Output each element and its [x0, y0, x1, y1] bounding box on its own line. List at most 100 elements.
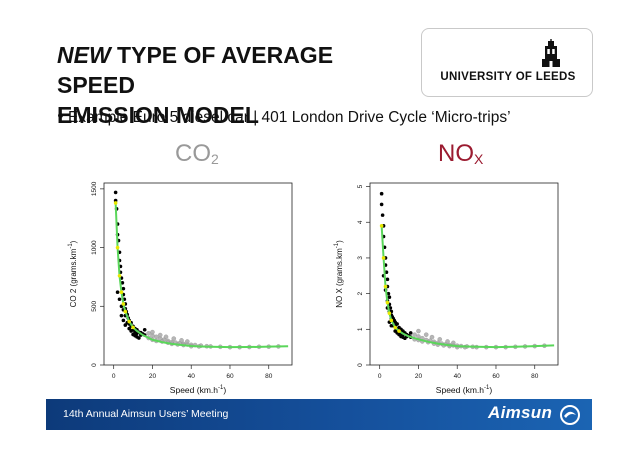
nox-x-axis-label: Speed (km.h-1) [436, 385, 493, 395]
nox-low-speed-fit-point [385, 300, 390, 305]
nox-x-tick-label: 0 [378, 373, 382, 380]
co2-low-speed-fit-point [131, 325, 135, 330]
co2-chart-svg: 0 20 40 60 80 0 500 1000 1500 Speed (km.h-1) CO 2 … [68, 181, 293, 395]
bullet-text: Example Euro 5 diesel car | 401 London D… [68, 109, 511, 126]
nox-fit-line [380, 225, 555, 349]
co2-fit-line [114, 202, 289, 349]
co2-data-point [121, 286, 126, 291]
nox-y-tick-label: 2 [357, 291, 364, 295]
nox-data-point [380, 213, 385, 217]
bullet-dot-icon [58, 113, 63, 119]
co2-data-point [115, 290, 120, 294]
co2-data-point [185, 339, 190, 344]
co2-low-speed-fit-point [113, 201, 118, 205]
nox-low-speed-fit-point [381, 256, 386, 260]
co2-y-tick-label: 500 [91, 300, 98, 311]
title-line-1-rest: TYPE OF AVERAGE SPEED [57, 42, 334, 98]
university-name: UNIVERSITY OF LEEDS [440, 71, 576, 83]
co2-data-point [163, 334, 169, 340]
nox-panel-label: NOX [438, 141, 483, 169]
co2-x-tick-label: 40 [188, 373, 196, 380]
nox-data-point [389, 323, 394, 328]
co2-panel-label: CO2 [175, 141, 219, 169]
nox-low-speed-fit-point [383, 284, 388, 289]
nox-data-point [379, 202, 384, 207]
co2-data-point [146, 331, 151, 336]
nox-low-speed-fit-point [397, 329, 401, 333]
co2-low-speed-fit-point [127, 319, 131, 324]
co2-low-speed-fit-point [117, 273, 122, 278]
nox-y-tick-label: 1 [357, 327, 364, 331]
nox-label-main: NO [438, 140, 474, 167]
nox-scatter-plot: 0 20 40 60 80 0 1 2 3 4 5 Speed (km.h-1) NO X (grams… [318, 175, 568, 400]
co2-label-sub: 2 [211, 151, 219, 167]
title-emphasis: NEW [57, 42, 111, 68]
co2-data-point [150, 329, 155, 335]
nox-y-tick-label: 4 [357, 220, 364, 224]
co2-x-tick-label: 60 [226, 373, 234, 380]
co2-data-point [171, 336, 177, 341]
nox-low-speed-fit-point [393, 325, 397, 330]
co2-low-speed-fit-point [121, 302, 126, 306]
university-logo: UNIVERSITY OF LEEDS [421, 28, 593, 97]
nox-chart-svg: 0 20 40 60 80 0 1 2 3 4 5 Speed (km.h-1) NO X (grams… [334, 182, 559, 395]
co2-label-main: CO [175, 140, 211, 167]
co2-data-point [129, 329, 133, 333]
nox-data-point [395, 322, 399, 326]
nox-low-speed-fit-point [389, 318, 394, 323]
nox-data-point [379, 191, 384, 196]
nox-data-point [385, 277, 390, 282]
nox-data-point [387, 295, 392, 299]
nox-label-sub: X [474, 151, 484, 167]
nox-plot-frame [369, 182, 559, 366]
meeting-name: 14th Annual Aimsun Users’ Meeting [63, 408, 229, 420]
co2-x-tick-label: 80 [265, 373, 273, 380]
co2-low-speed-fit-point [119, 290, 124, 294]
nox-low-speed-fit-point [387, 311, 392, 316]
co2-plot-frame [103, 182, 293, 366]
nox-y-tick-label: 0 [357, 363, 364, 367]
co2-data-point [120, 281, 125, 285]
aimsun-swirl-icon [560, 405, 580, 425]
nox-y-tick-label: 3 [357, 256, 364, 260]
co2-y-tick-label: 0 [91, 363, 98, 367]
nox-data-point [408, 331, 413, 335]
bullet-item: Example Euro 5 diesel car | 401 London D… [58, 109, 511, 127]
slide-title: NEW TYPE OF AVERAGE SPEED EMISSION MODEL [57, 40, 417, 130]
co2-data-point [117, 297, 122, 302]
title-line-2: EMISSION MODEL [57, 102, 259, 128]
nox-y-axis-label: NO X (grams.km-1) [334, 240, 344, 308]
co2-x-tick-label: 20 [149, 373, 157, 380]
nox-data-point [437, 337, 443, 342]
nox-x-tick-label: 60 [492, 373, 500, 380]
nox-data-point [445, 339, 450, 344]
nox-data-point [386, 291, 391, 296]
aimsun-logo-text: Aimsun [488, 403, 553, 422]
co2-data-point [142, 327, 147, 332]
nox-data-point [423, 332, 429, 337]
co2-y-tick-label: 1000 [91, 240, 98, 255]
nox-low-speed-fit-point [379, 224, 384, 228]
co2-x-axis-label: Speed (km.h-1) [170, 385, 227, 395]
nox-x-tick-label: 40 [454, 373, 462, 380]
co2-low-speed-fit-point [123, 309, 128, 314]
co2-data-point [123, 323, 128, 327]
co2-low-speed-fit-point [115, 245, 120, 250]
co2-data-point [113, 190, 118, 195]
co2-data-point [154, 334, 159, 340]
tower-crest-icon [542, 39, 560, 67]
nox-y-tick-label: 5 [357, 184, 364, 188]
nox-data-point [412, 332, 417, 337]
nox-data-point [416, 328, 421, 334]
footer-bar: 14th Annual Aimsun Users’ Meeting Aimsun [46, 399, 592, 430]
co2-data-point [157, 332, 163, 338]
co2-data-point [179, 338, 184, 343]
co2-data-point [137, 336, 141, 340]
co2-y-axis-label: CO 2 (grams.km-1) [68, 240, 78, 307]
co2-scatter-plot: 0 20 40 60 80 0 500 1000 1500 Speed (km.h-1) CO 2 … [52, 175, 302, 400]
nox-data-point [403, 336, 407, 341]
nox-data-point [451, 340, 456, 346]
nox-data-point [429, 334, 435, 340]
co2-data-point [121, 318, 126, 323]
nox-x-tick-label: 80 [531, 373, 539, 380]
